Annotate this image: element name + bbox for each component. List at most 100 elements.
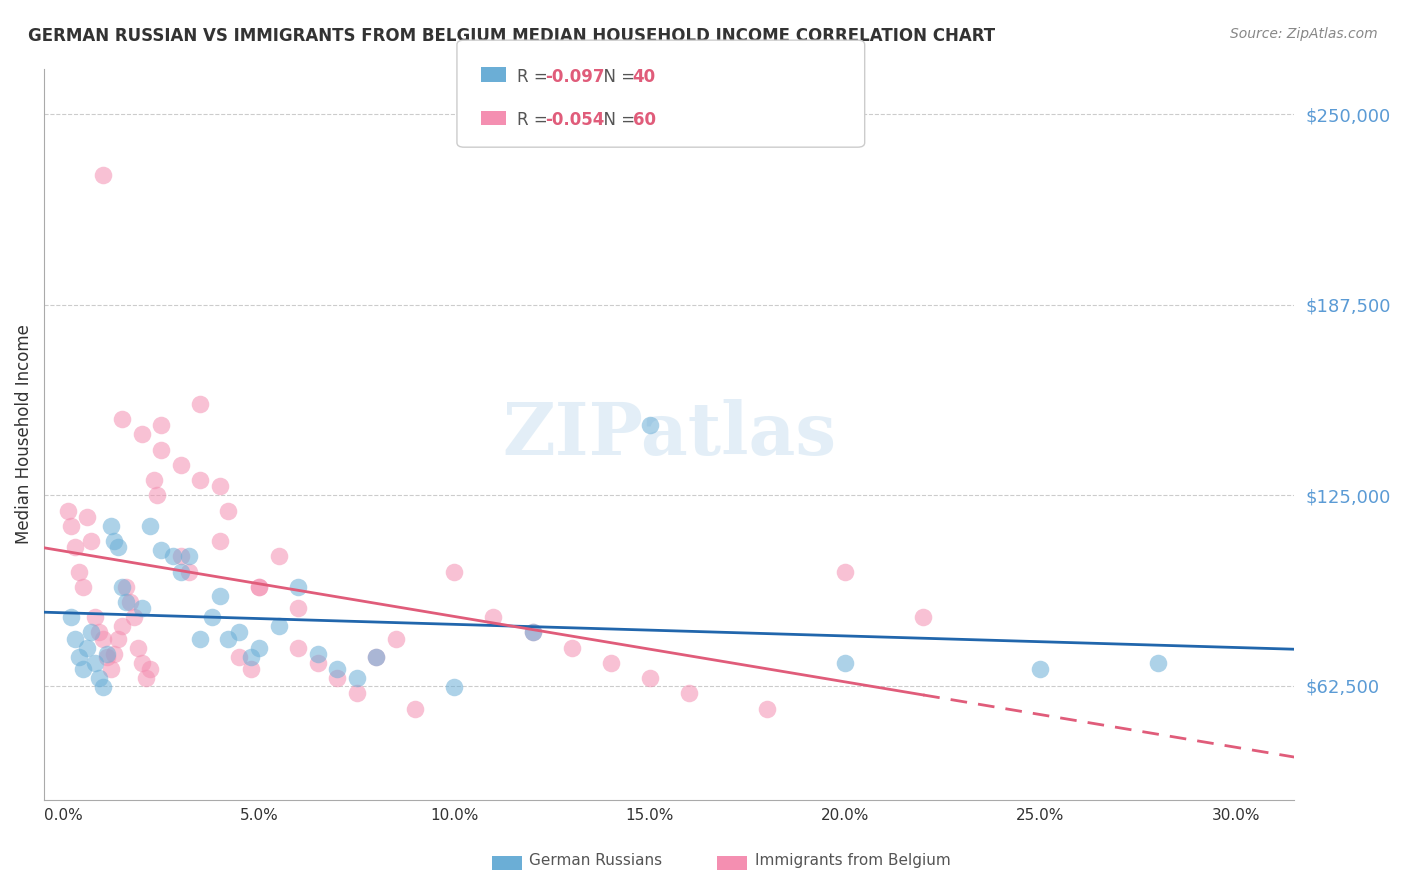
- Point: [146, 488, 169, 502]
- Point: [138, 518, 160, 533]
- Point: [599, 656, 621, 670]
- Point: [111, 619, 134, 633]
- Point: [65, 632, 87, 646]
- Point: [247, 580, 270, 594]
- Text: ZIPatlas: ZIPatlas: [502, 399, 837, 470]
- Point: [208, 479, 231, 493]
- Point: [91, 168, 114, 182]
- Point: [1029, 662, 1052, 676]
- Text: German Russians: German Russians: [529, 854, 662, 868]
- Point: [150, 543, 173, 558]
- Point: [60, 610, 83, 624]
- Point: [326, 662, 349, 676]
- Point: [100, 662, 122, 676]
- Point: [384, 632, 406, 646]
- Point: [240, 662, 263, 676]
- Point: [190, 632, 212, 646]
- Point: [67, 649, 90, 664]
- Point: [80, 534, 103, 549]
- Point: [522, 625, 544, 640]
- Point: [83, 656, 105, 670]
- Point: [208, 534, 231, 549]
- Point: [115, 580, 138, 594]
- Y-axis label: Median Household Income: Median Household Income: [15, 325, 32, 544]
- Point: [170, 549, 193, 564]
- Point: [482, 610, 505, 624]
- Text: 40: 40: [633, 68, 655, 86]
- Point: [170, 565, 193, 579]
- Point: [307, 656, 329, 670]
- Text: R =: R =: [517, 111, 554, 128]
- Text: -0.097: -0.097: [546, 68, 605, 86]
- Point: [162, 549, 184, 564]
- Point: [135, 671, 157, 685]
- Point: [208, 589, 231, 603]
- Point: [103, 534, 125, 549]
- Point: [65, 540, 87, 554]
- Text: GERMAN RUSSIAN VS IMMIGRANTS FROM BELGIUM MEDIAN HOUSEHOLD INCOME CORRELATION CH: GERMAN RUSSIAN VS IMMIGRANTS FROM BELGIU…: [28, 27, 995, 45]
- Point: [115, 595, 138, 609]
- Text: 60: 60: [633, 111, 655, 128]
- Point: [100, 518, 122, 533]
- Point: [131, 427, 153, 442]
- Point: [240, 649, 263, 664]
- Point: [912, 610, 935, 624]
- Point: [228, 625, 250, 640]
- Point: [561, 640, 583, 655]
- Point: [127, 640, 149, 655]
- Point: [91, 632, 114, 646]
- Point: [267, 619, 290, 633]
- Point: [91, 681, 114, 695]
- Point: [443, 681, 465, 695]
- Text: Immigrants from Belgium: Immigrants from Belgium: [755, 854, 950, 868]
- Point: [307, 647, 329, 661]
- Point: [346, 686, 368, 700]
- Point: [755, 701, 778, 715]
- Point: [150, 418, 173, 433]
- Point: [287, 640, 309, 655]
- Point: [142, 473, 165, 487]
- Point: [366, 649, 388, 664]
- Point: [111, 412, 134, 426]
- Point: [638, 671, 661, 685]
- Text: N =: N =: [593, 111, 641, 128]
- Point: [177, 565, 200, 579]
- Point: [326, 671, 349, 685]
- Point: [366, 649, 388, 664]
- Point: [120, 595, 142, 609]
- Point: [96, 649, 118, 664]
- Text: -0.054: -0.054: [546, 111, 605, 128]
- Point: [60, 518, 83, 533]
- Point: [201, 610, 224, 624]
- Point: [834, 656, 856, 670]
- Point: [247, 580, 270, 594]
- Point: [83, 610, 105, 624]
- Point: [443, 565, 465, 579]
- Point: [678, 686, 700, 700]
- Point: [287, 580, 309, 594]
- Text: N =: N =: [593, 68, 641, 86]
- Point: [267, 549, 290, 564]
- Point: [346, 671, 368, 685]
- Point: [87, 625, 110, 640]
- Point: [56, 503, 79, 517]
- Point: [150, 442, 173, 457]
- Point: [107, 632, 129, 646]
- Point: [96, 647, 118, 661]
- Point: [247, 640, 270, 655]
- Point: [72, 662, 94, 676]
- Text: Source: ZipAtlas.com: Source: ZipAtlas.com: [1230, 27, 1378, 41]
- Point: [1146, 656, 1168, 670]
- Point: [638, 418, 661, 433]
- Point: [76, 509, 98, 524]
- Point: [111, 580, 134, 594]
- Point: [131, 601, 153, 615]
- Point: [72, 580, 94, 594]
- Point: [131, 656, 153, 670]
- Point: [287, 601, 309, 615]
- Point: [87, 671, 110, 685]
- Point: [217, 632, 239, 646]
- Point: [522, 625, 544, 640]
- Point: [177, 549, 200, 564]
- Point: [80, 625, 103, 640]
